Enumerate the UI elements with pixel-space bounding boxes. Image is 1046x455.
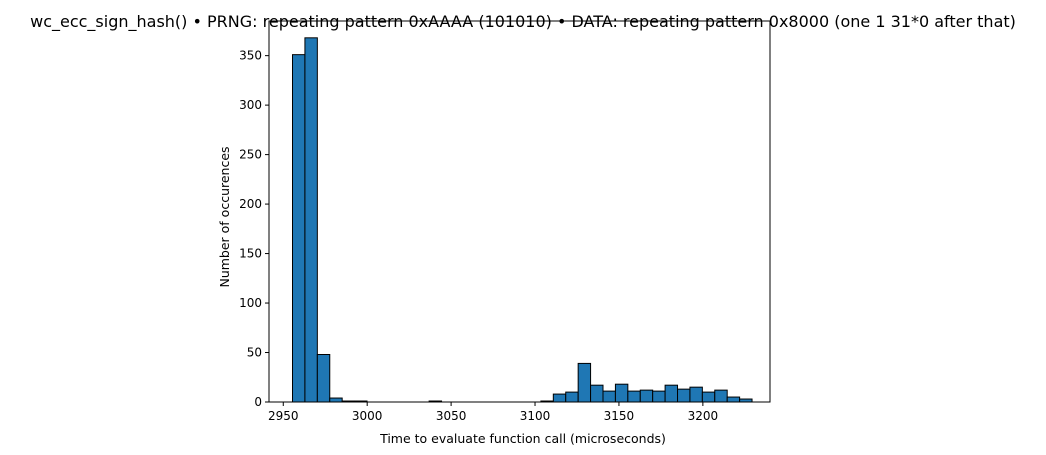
histogram-bar [304,37,318,403]
histogram-bar [577,362,592,403]
histogram-bar [565,391,579,403]
x-tick-label: 3150 [604,409,635,423]
histogram-bar [689,386,703,403]
histogram-bar [329,397,343,403]
histogram-bar [292,54,306,403]
x-tick-label: 3200 [688,409,719,423]
x-tick-label: 3000 [352,409,383,423]
y-axis-ticks: 0 50 100 150 200 250 300 350 [239,49,269,409]
histogram-bar [677,388,691,403]
y-tick-label: 150 [239,247,262,261]
histogram-bars [292,37,753,403]
y-tick-label: 300 [239,98,262,112]
y-tick-label: 50 [247,346,262,360]
y-tick-label: 350 [239,49,262,63]
y-axis-label: Number of occurences [217,146,232,287]
histogram-bar [316,354,331,403]
histogram-bar [701,391,716,403]
x-tick-label: 3100 [520,409,551,423]
histogram-bar [652,390,666,403]
histogram-bar [602,390,616,403]
histogram-bar [639,389,654,403]
y-tick-label: 100 [239,296,262,310]
x-axis-ticks: 2950 3000 3050 3100 3150 3200 [268,402,718,423]
chart-title: wc_ecc_sign_hash() • PRNG: repeating pat… [30,12,1016,32]
x-tick-label: 2950 [268,409,299,423]
histogram-bar [614,383,629,403]
histogram-bar [726,396,741,403]
histogram-bar [714,389,728,403]
histogram-bar [590,384,604,403]
plot-frame [268,20,771,403]
x-tick-label: 3050 [436,409,467,423]
y-tick-label: 250 [239,148,262,162]
x-axis-label: Time to evaluate function call (microsec… [379,431,666,446]
y-tick-label: 0 [254,395,262,409]
histogram-bar [627,390,641,403]
y-tick-label: 200 [239,197,262,211]
histogram-bar [664,384,679,403]
histogram-bar [552,393,567,403]
